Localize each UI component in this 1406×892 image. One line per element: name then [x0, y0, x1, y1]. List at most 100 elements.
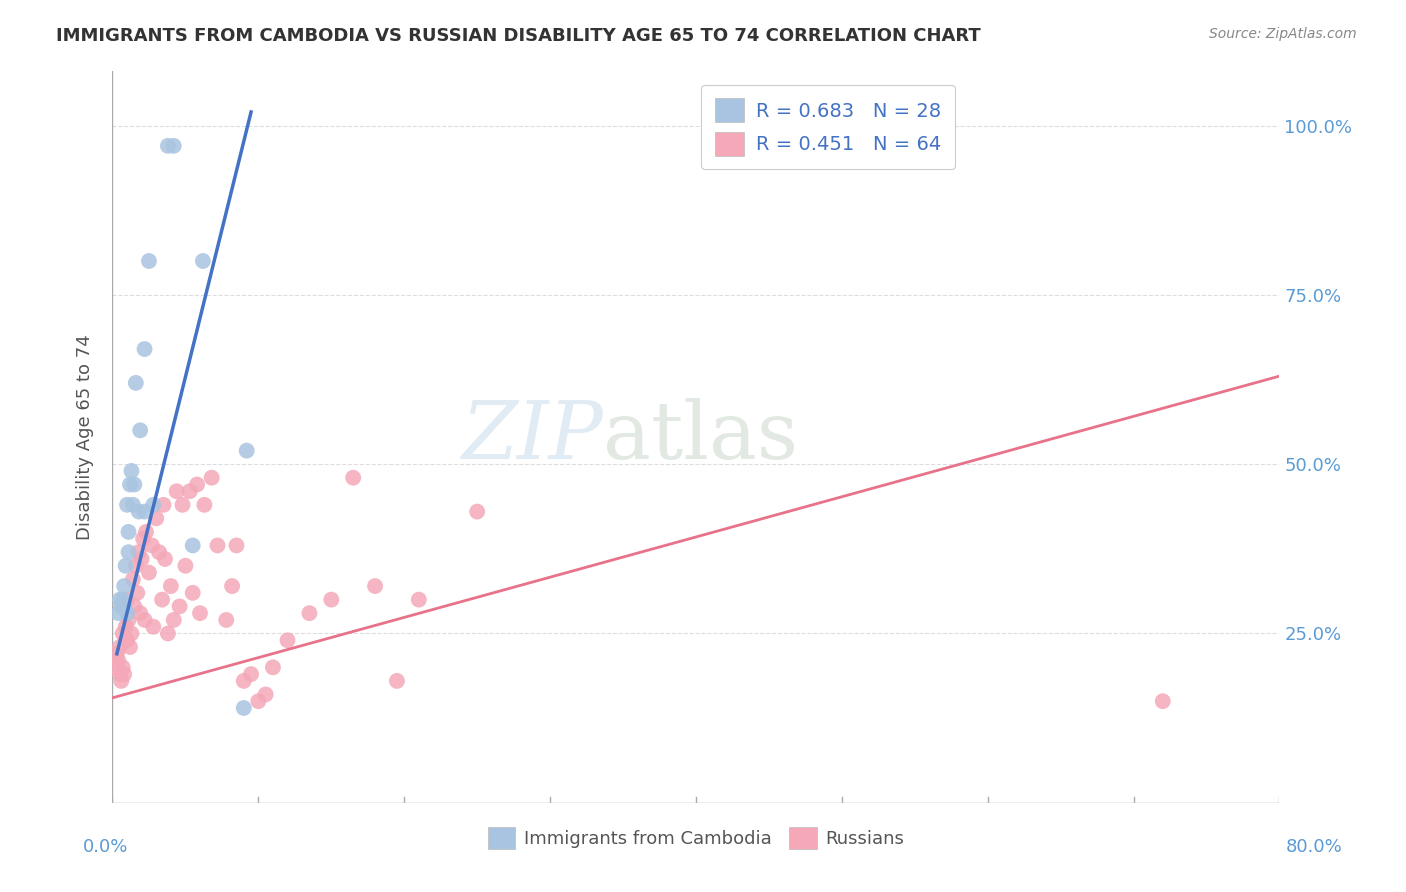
Point	[276, 633, 298, 648]
Point	[169, 599, 191, 614]
Point	[110, 599, 132, 614]
Point	[115, 633, 138, 648]
Point	[124, 599, 146, 614]
Point	[172, 498, 194, 512]
Point	[181, 538, 204, 552]
Point	[191, 254, 214, 268]
Point	[108, 592, 131, 607]
Point	[232, 673, 254, 688]
Point	[385, 673, 408, 688]
Point	[235, 443, 257, 458]
Point	[122, 498, 145, 512]
Point	[163, 139, 186, 153]
Point	[465, 505, 488, 519]
Point	[112, 667, 135, 681]
Point	[163, 613, 186, 627]
Point	[129, 606, 152, 620]
Point	[240, 667, 263, 681]
Point	[145, 511, 167, 525]
Text: 0.0%: 0.0%	[83, 838, 128, 855]
Text: ZIP: ZIP	[461, 399, 603, 475]
Text: atlas: atlas	[603, 398, 797, 476]
Point	[1152, 694, 1174, 708]
Point	[254, 688, 277, 702]
Point	[134, 505, 156, 519]
Point	[408, 592, 430, 607]
Point	[128, 505, 150, 519]
Point	[148, 545, 170, 559]
Point	[201, 471, 224, 485]
Point	[262, 660, 284, 674]
Point	[141, 538, 163, 552]
Text: Source: ZipAtlas.com: Source: ZipAtlas.com	[1209, 27, 1357, 41]
Point	[114, 620, 136, 634]
Point	[221, 579, 243, 593]
Point	[138, 254, 160, 268]
Point	[156, 626, 179, 640]
Point	[111, 626, 134, 640]
Point	[120, 464, 142, 478]
Text: IMMIGRANTS FROM CAMBODIA VS RUSSIAN DISABILITY AGE 65 TO 74 CORRELATION CHART: IMMIGRANTS FROM CAMBODIA VS RUSSIAN DISA…	[56, 27, 981, 45]
Point	[193, 498, 215, 512]
Point	[111, 660, 134, 674]
Point	[124, 477, 146, 491]
Point	[321, 592, 343, 607]
Point	[364, 579, 387, 593]
Point	[117, 613, 139, 627]
Point	[118, 477, 141, 491]
Point	[188, 606, 211, 620]
Point	[142, 620, 165, 634]
Point	[112, 579, 135, 593]
Point	[232, 701, 254, 715]
Point	[129, 423, 152, 437]
Point	[215, 613, 238, 627]
Point	[160, 579, 183, 593]
Point	[110, 673, 132, 688]
Point	[105, 647, 128, 661]
Point	[207, 538, 229, 552]
Point	[135, 524, 157, 539]
Point	[181, 586, 204, 600]
Point	[127, 586, 149, 600]
Point	[125, 376, 148, 390]
Point	[120, 626, 142, 640]
Point	[156, 139, 179, 153]
Point	[118, 640, 141, 654]
Legend: Immigrants from Cambodia, Russians: Immigrants from Cambodia, Russians	[481, 820, 911, 856]
Point	[107, 654, 129, 668]
Point	[108, 640, 131, 654]
Y-axis label: Disability Age 65 to 74: Disability Age 65 to 74	[76, 334, 94, 540]
Point	[108, 667, 131, 681]
Point	[166, 484, 188, 499]
Point	[125, 558, 148, 573]
Point	[112, 599, 135, 614]
Point	[115, 592, 138, 607]
Point	[111, 592, 134, 607]
Point	[174, 558, 197, 573]
Point	[142, 498, 165, 512]
Point	[179, 484, 201, 499]
Point	[115, 606, 138, 620]
Point	[342, 471, 364, 485]
Point	[117, 545, 139, 559]
Point	[114, 558, 136, 573]
Point	[186, 477, 208, 491]
Point	[122, 572, 145, 586]
Point	[134, 613, 156, 627]
Point	[225, 538, 247, 552]
Point	[153, 552, 176, 566]
Point	[128, 545, 150, 559]
Point	[132, 532, 155, 546]
Point	[298, 606, 321, 620]
Point	[150, 592, 173, 607]
Point	[134, 342, 156, 356]
Point	[247, 694, 270, 708]
Point	[104, 660, 127, 674]
Point	[117, 524, 139, 539]
Point	[131, 552, 153, 566]
Point	[152, 498, 174, 512]
Text: 80.0%: 80.0%	[1286, 838, 1343, 855]
Point	[115, 498, 138, 512]
Point	[138, 566, 160, 580]
Point	[107, 606, 129, 620]
